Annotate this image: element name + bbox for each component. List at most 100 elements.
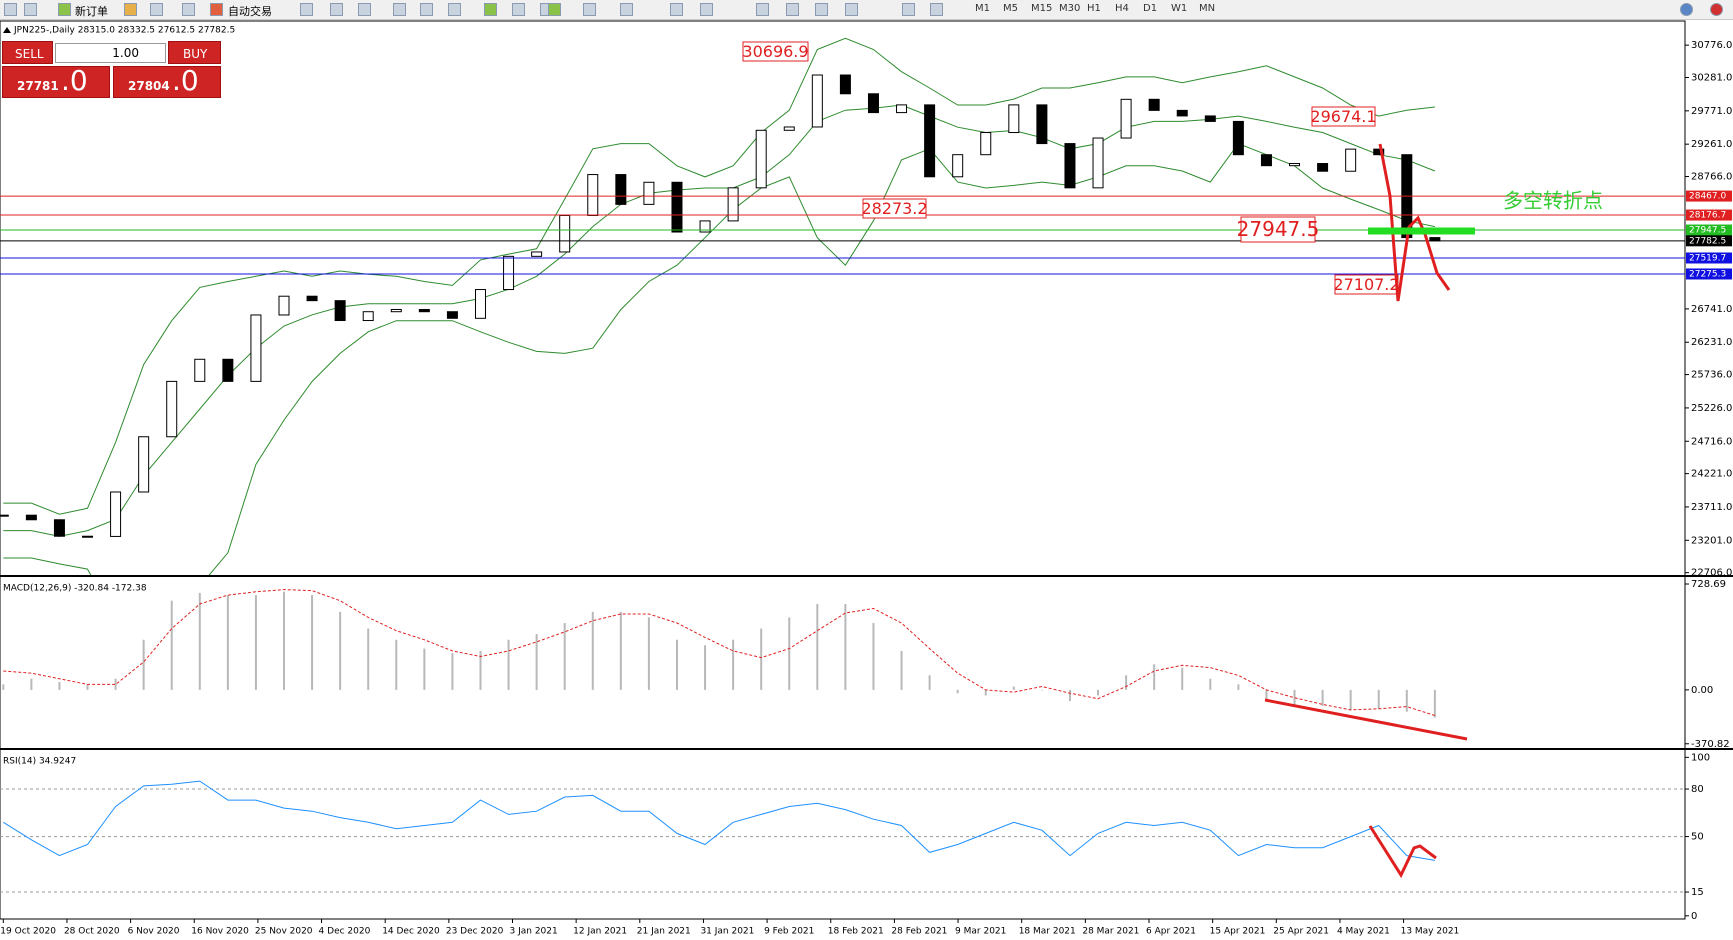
candle (867, 93, 879, 114)
new-order-button[interactable]: 新订单 (75, 5, 108, 18)
sell-price[interactable]: 27781 .0 (2, 64, 110, 98)
buy-button[interactable]: BUY (168, 41, 221, 64)
x-tick-label: 3 Jan 2021 (510, 927, 558, 937)
red-arrow (1368, 825, 1437, 879)
candle (755, 129, 767, 189)
toolbar-icon[interactable] (670, 3, 683, 16)
toolbar-icon[interactable] (786, 3, 799, 16)
toolbar-icon[interactable] (902, 3, 915, 16)
timeframe-button[interactable]: M1 (975, 3, 990, 14)
price-line-label: 27782.5 (1689, 236, 1726, 246)
macd-signal (3, 589, 1436, 716)
y-tick-label: 26741.0 (1691, 304, 1732, 315)
toolbar-icon[interactable] (512, 3, 525, 16)
toolbar-icon[interactable] (24, 3, 37, 16)
toolbar-icon[interactable] (393, 3, 406, 16)
macd-bar (619, 611, 622, 690)
macd-bar (788, 617, 791, 690)
candle (1345, 148, 1357, 172)
toolbar-icon[interactable] (210, 3, 223, 16)
x-tick-label: 12 Jan 2021 (573, 927, 627, 937)
macd-bar (1209, 678, 1212, 690)
candle (503, 255, 515, 291)
candle (1373, 148, 1385, 156)
timeframe-button[interactable]: M15 (1031, 3, 1053, 14)
y-tick-label: 24221.0 (1691, 469, 1732, 480)
indicator-title: MACD(12,26,9) -320.84 -172.38 (3, 584, 147, 594)
x-tick-label: 25 Apr 2021 (1273, 927, 1329, 937)
macd-bar (311, 595, 314, 690)
candle (783, 126, 795, 131)
x-tick-label: 28 Feb 2021 (891, 927, 947, 937)
candle (952, 154, 964, 178)
candle (306, 295, 318, 302)
timeframe-button[interactable]: M5 (1003, 3, 1018, 14)
candle (0, 514, 9, 517)
candle (1148, 98, 1160, 111)
macd-bar (704, 645, 707, 690)
toolbar-icon[interactable] (420, 3, 433, 16)
toolbar-icon[interactable] (700, 3, 713, 16)
buy-price[interactable]: 27804 .0 (113, 64, 221, 98)
macd-bar (1012, 686, 1015, 690)
toolbar-icon[interactable] (182, 3, 195, 16)
toolbar-icon[interactable] (58, 3, 71, 16)
toolbar-icon[interactable] (448, 3, 461, 16)
x-tick-label: 9 Mar 2021 (955, 927, 1006, 937)
candle (1064, 143, 1076, 189)
toolbar-icon[interactable] (300, 3, 313, 16)
macd-bar (395, 639, 398, 690)
toolbar-icon[interactable] (124, 3, 137, 16)
candle (194, 358, 206, 382)
toolbar-icon[interactable] (358, 3, 371, 16)
macd-bar (647, 617, 650, 690)
x-tick-label: 28 Mar 2021 (1082, 927, 1139, 937)
timeframe-button[interactable]: W1 (1171, 3, 1188, 14)
toolbar-icon[interactable] (330, 3, 343, 16)
toolbar-icon[interactable] (484, 3, 497, 16)
toolbar-icon[interactable] (756, 3, 769, 16)
toolbar-icon[interactable] (845, 3, 858, 16)
y-tick-label: 29771.0 (1691, 106, 1732, 117)
toolbar-icon[interactable] (815, 3, 828, 16)
red-arrow (1264, 698, 1468, 741)
candle (278, 295, 290, 316)
toolbar-icon[interactable] (150, 3, 163, 16)
price-line-label: 27519.7 (1689, 253, 1726, 263)
toolbar-icon[interactable] (620, 3, 633, 16)
macd-bar (339, 611, 342, 690)
x-tick-label: 21 Jan 2021 (637, 927, 691, 937)
toolbar-icon[interactable] (4, 3, 17, 16)
toolbar-icon[interactable] (548, 3, 561, 16)
macd-bar (451, 653, 454, 690)
timeframe-button[interactable]: MN (1199, 3, 1216, 14)
macd-bar (114, 678, 117, 690)
volume-input[interactable]: 1.00 (55, 43, 166, 63)
macd-bar (1349, 689, 1352, 711)
macd-bar (900, 650, 903, 690)
candle (250, 314, 262, 382)
chart-area: JPN225-,Daily 28315.0 28332.5 27612.5 27… (0, 20, 1733, 937)
macd-bar (760, 628, 763, 690)
candle (446, 311, 458, 319)
toolbar-icon[interactable] (930, 3, 943, 16)
macd-bar (535, 634, 538, 690)
timeframe-button[interactable]: H1 (1087, 3, 1101, 14)
toolbar-icon[interactable] (583, 3, 596, 16)
timeframe-button[interactable]: D1 (1143, 3, 1158, 14)
macd-bar (1377, 689, 1380, 709)
timeframe-button[interactable]: H4 (1115, 3, 1129, 14)
sell-button[interactable]: SELL (2, 41, 53, 64)
notification-icon[interactable] (1710, 3, 1723, 16)
timeframe-button[interactable]: M30 (1059, 3, 1081, 14)
macd-bar (367, 628, 370, 690)
bid-fraction: .0 (61, 64, 88, 97)
macd-bar (2, 684, 5, 690)
y-tick-label: 0.00 (1691, 685, 1713, 696)
search-icon[interactable] (1680, 3, 1693, 16)
auto-trading-button[interactable]: 自动交易 (228, 5, 272, 18)
candle (1232, 120, 1244, 156)
x-tick-label: 4 May 2021 (1337, 927, 1390, 937)
macd-bar (479, 650, 482, 690)
